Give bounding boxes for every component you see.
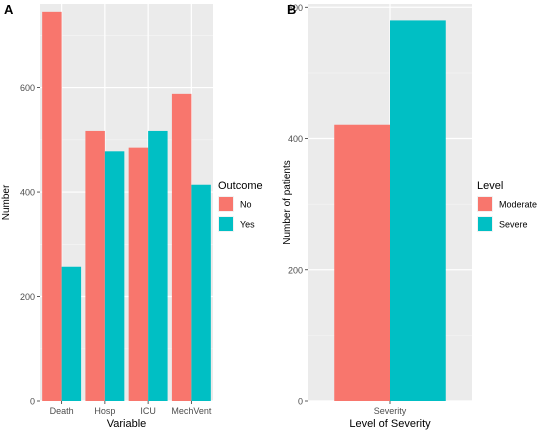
y-tick-label: 200 (20, 292, 35, 302)
panel-label: A (4, 2, 14, 17)
y-tick-label: 400 (288, 134, 303, 144)
legend-label: Yes (240, 220, 255, 230)
bar-yes-mechvent (191, 184, 211, 401)
y-axis-title: Number (1, 184, 12, 220)
legend-label: No (240, 200, 252, 210)
bar-yes-death (61, 266, 82, 401)
x-tick-label: Death (50, 406, 74, 416)
legend-label: Moderate (499, 200, 537, 210)
bar-no-mechvent (171, 93, 192, 402)
x-tick-label: MechVent (171, 406, 212, 416)
y-tick-label: 600 (288, 3, 303, 13)
bar-moderate-severity (334, 124, 390, 402)
y-tick-label: 600 (20, 83, 35, 93)
y-tick-label: 200 (288, 265, 303, 275)
legend-title: Outcome (218, 180, 263, 192)
legend-swatch (478, 217, 492, 231)
bar-no-death (42, 11, 62, 401)
legend-swatch (219, 197, 233, 211)
x-tick-label: Hosp (94, 406, 115, 416)
y-axis-title: Number of patients (282, 160, 293, 245)
legend-label: Severe (499, 220, 528, 230)
legend-swatch (478, 197, 492, 211)
y-tick-label: 0 (30, 397, 35, 407)
x-axis-title: Level of Severity (349, 418, 431, 430)
x-tick-label: Severity (374, 406, 407, 416)
bar-yes-hosp (104, 151, 125, 401)
x-axis-title: Variable (107, 418, 147, 430)
y-tick-label: 400 (20, 188, 35, 198)
bar-no-icu (128, 147, 149, 401)
bar-severe-severity (390, 20, 446, 401)
panel-label: B (287, 2, 296, 17)
y-tick-label: 0 (298, 397, 303, 407)
x-tick-label: ICU (140, 406, 156, 416)
bar-yes-icu (148, 130, 168, 401)
legend-title: Level (477, 180, 503, 192)
legend-swatch (219, 217, 233, 231)
bar-no-hosp (85, 130, 105, 401)
